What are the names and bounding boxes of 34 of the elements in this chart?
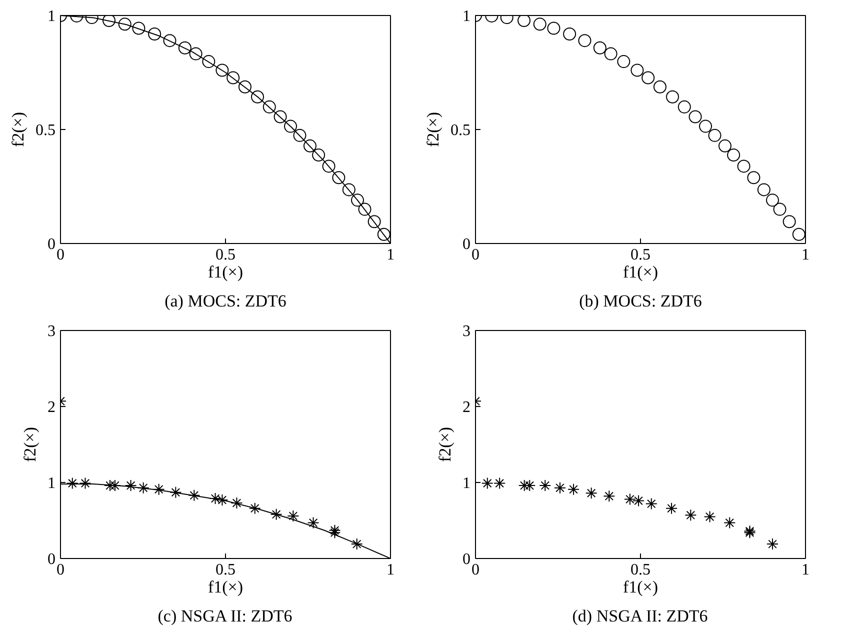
y-tick-label: 1 — [48, 475, 56, 492]
y-axis-title: f2(×) — [436, 426, 454, 462]
y-tick-label: 1 — [462, 475, 470, 492]
y-tick-label: 0 — [48, 551, 56, 568]
y-axis-title: f2(×) — [424, 112, 442, 148]
x-axis-title: f1(×) — [208, 578, 244, 596]
y-tick-label: 3 — [48, 323, 56, 340]
y-tick-label: 0.5 — [36, 122, 56, 139]
text: (b) MOCS: ZDT6 — [579, 292, 702, 310]
y-tick-label: 0 — [48, 236, 56, 253]
y-tick-label: 3 — [462, 323, 470, 340]
y-tick-label: 2 — [462, 399, 470, 416]
x-tick-label: 1 — [802, 246, 810, 264]
x-axis-title: f1(×) — [622, 262, 658, 282]
y-tick-label: 1 — [462, 8, 470, 25]
x-tick-label: 0.5 — [216, 562, 236, 578]
y-tick-label: 0.5 — [450, 122, 470, 139]
x-tick-label: 1 — [386, 562, 394, 578]
y-axis-title: f2(×) — [20, 426, 40, 462]
x-tick-label: 0.5 — [630, 246, 650, 264]
x-tick-label: 1 — [802, 562, 810, 578]
text: (c) NSGA II: ZDT6 — [158, 606, 292, 626]
y-tick-label: 0 — [462, 236, 470, 253]
y-tick-label: 0 — [462, 551, 470, 568]
text: (d) NSGA II: ZDT6 — [572, 606, 708, 626]
x-tick-label: 0.5 — [630, 562, 650, 578]
x-tick-label: 1 — [386, 246, 394, 264]
text: (a) MOCS: ZDT6 — [164, 292, 286, 310]
y-tick-label: 1 — [48, 8, 56, 25]
x-axis-title: f1(×) — [208, 262, 244, 282]
x-tick-label: 0.5 — [216, 246, 236, 264]
y-axis-title: f2(×) — [8, 112, 28, 148]
y-tick-label: 2 — [48, 399, 56, 416]
x-axis-title: f1(×) — [622, 578, 658, 596]
